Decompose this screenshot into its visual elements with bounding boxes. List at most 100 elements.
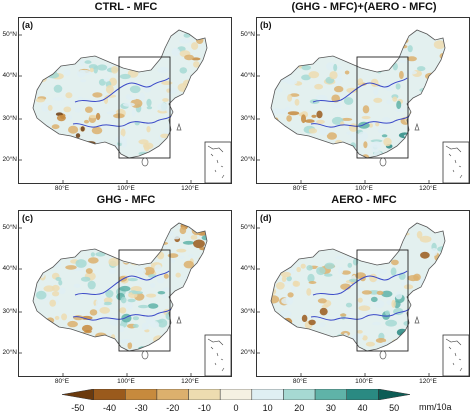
anomaly-patch (280, 271, 292, 278)
anomaly-patch (357, 78, 364, 86)
anomaly-patch (387, 31, 395, 40)
colorbar-tick-label: -50 (71, 403, 85, 413)
anomaly-patch (186, 149, 196, 157)
anomaly-patch (45, 346, 50, 351)
anomaly-patch (390, 267, 397, 276)
anomaly-patch (191, 42, 199, 50)
anomaly-patch (386, 51, 398, 59)
anomaly-patch (385, 319, 397, 327)
anomaly-patch (95, 347, 103, 351)
anomaly-patch (301, 114, 306, 124)
anomaly-patch (342, 44, 350, 52)
anomaly-patch (39, 30, 49, 37)
china-border (270, 29, 446, 159)
anomaly-patch (422, 112, 432, 120)
anomaly-patch (92, 92, 103, 98)
anomaly-patch (85, 106, 93, 113)
anomaly-patch (271, 223, 277, 230)
anomaly-patch (299, 40, 311, 44)
anomaly-patch (157, 66, 169, 74)
anomaly-patch (431, 77, 439, 85)
anomaly-patch (134, 62, 146, 68)
anomaly-patch (76, 240, 83, 249)
anomaly-patch (51, 284, 60, 292)
anomaly-patch (39, 254, 46, 263)
anomaly-patch (370, 78, 379, 87)
anomaly-patch (427, 295, 433, 303)
anomaly-patch (36, 149, 45, 154)
anomaly-patch (140, 64, 147, 72)
anomaly-patch (144, 329, 150, 333)
anomaly-patch (286, 275, 292, 282)
anomaly-patch (190, 317, 200, 321)
anomaly-patch (52, 97, 65, 101)
anomaly-patch (63, 69, 71, 76)
panel-d: AERO - MFC (d) 50°N 40°N 30°N 20°N 80°E … (238, 193, 470, 391)
anomaly-patch (281, 242, 289, 248)
anomaly-patch (139, 38, 148, 45)
anomaly-patch (347, 346, 353, 351)
anomaly-patch (180, 119, 190, 125)
anomaly-patch (89, 31, 101, 40)
anomaly-patch (300, 150, 310, 158)
anomaly-patch (119, 135, 124, 142)
anomaly-patch (335, 102, 342, 109)
anomaly-patch (408, 131, 414, 137)
anomaly-patch (407, 45, 413, 53)
anomaly-patch (440, 94, 445, 101)
lat-tick-label: 40°N (240, 72, 255, 79)
anomaly-patch (190, 235, 198, 240)
anomaly-patch (433, 40, 445, 50)
anomaly-patch (139, 92, 145, 102)
anomaly-patch (420, 251, 430, 259)
anomaly-patch (184, 54, 194, 61)
anomaly-patch (391, 338, 403, 345)
anomaly-patch (275, 318, 288, 327)
anomaly-patch (61, 313, 68, 321)
anomaly-patch (102, 147, 107, 152)
anomaly-patch (417, 66, 426, 72)
anomaly-patch (78, 50, 86, 56)
anomaly-patch (55, 277, 62, 281)
inset-islands (445, 145, 463, 179)
anomaly-patch (292, 280, 299, 287)
anomaly-patch (441, 57, 445, 65)
anomaly-patch (135, 55, 144, 63)
anomaly-patch (118, 325, 125, 333)
anomaly-patch (83, 37, 93, 42)
anomaly-patch (271, 334, 277, 342)
anomaly-patch (84, 119, 89, 124)
anomaly-patch (396, 152, 406, 157)
hainan-island (379, 350, 387, 360)
anomaly-patch (381, 154, 388, 158)
anomaly-patch (277, 88, 283, 93)
anomaly-patch (106, 111, 117, 115)
anomaly-patch (418, 341, 429, 347)
anomaly-patch (311, 249, 317, 254)
anomaly-patch (108, 257, 120, 267)
anomaly-patch (317, 45, 324, 51)
panel-label: (a) (22, 20, 33, 30)
anomaly-patch (95, 252, 106, 257)
anomaly-patch (282, 47, 291, 51)
yangtze-river (72, 308, 172, 321)
colorbar-segment (378, 389, 410, 400)
lat-tick-label: 30°N (240, 115, 255, 122)
anomaly-patch (104, 337, 109, 343)
anomaly-patch (348, 278, 358, 283)
anomaly-patch (134, 267, 146, 273)
lon-tick-label: 120°E (181, 378, 199, 385)
lat-tick-label: 50°N (240, 224, 255, 231)
anomaly-patch (296, 330, 305, 335)
yellow-river (312, 270, 408, 296)
anomaly-patch (324, 262, 335, 270)
anomaly-patch (280, 334, 287, 338)
anomaly-patch (309, 35, 317, 41)
anomaly-patch (125, 301, 133, 310)
anomaly-patch (67, 320, 78, 328)
anomaly-patch (165, 338, 172, 346)
colorbar-segment (283, 389, 316, 400)
anomaly-patch (33, 286, 38, 294)
anomaly-patch (143, 84, 152, 93)
anomaly-patch (119, 248, 131, 255)
